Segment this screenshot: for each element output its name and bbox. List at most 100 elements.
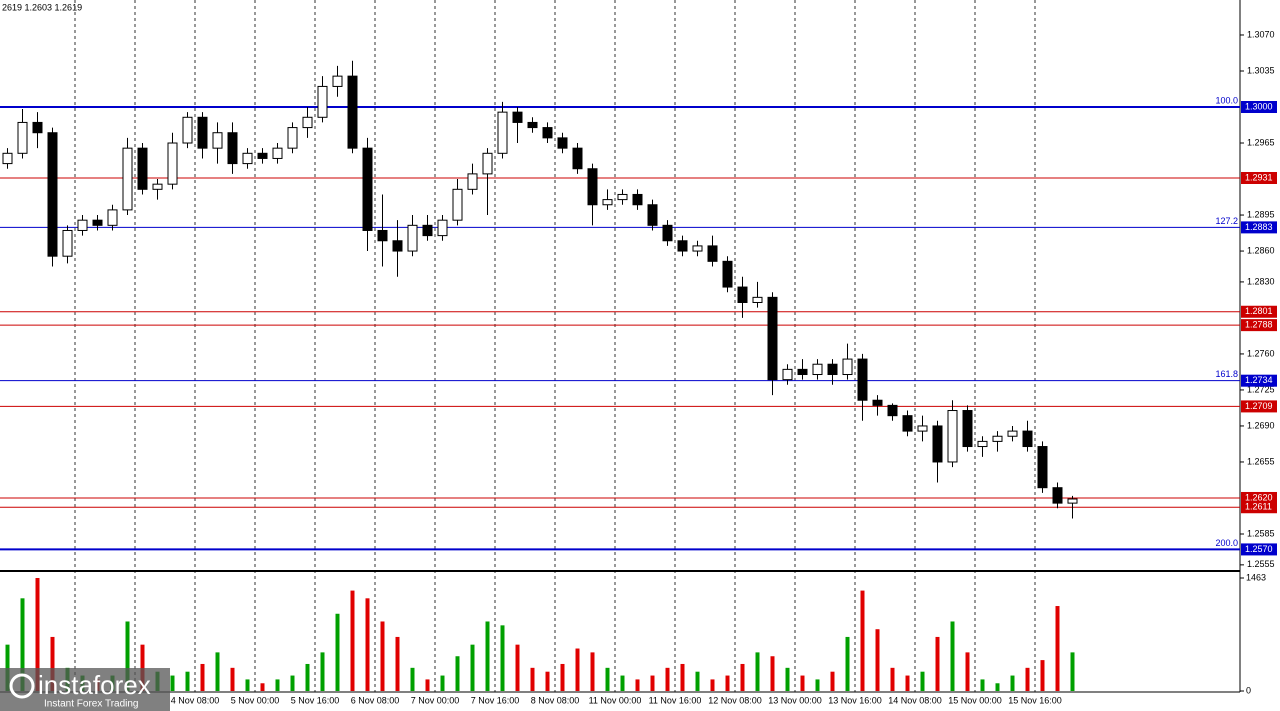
candle-body xyxy=(902,415,913,432)
candle-body xyxy=(1037,446,1048,489)
candle-body xyxy=(122,147,133,211)
y-tick-label: 1.2555 xyxy=(1247,559,1275,569)
candle-body xyxy=(152,183,163,190)
level-price-label: 1.3000 xyxy=(1245,101,1273,111)
volume-bar xyxy=(470,644,475,691)
volume-bar xyxy=(950,621,955,691)
x-tick-label: 14 Nov 08:00 xyxy=(888,695,942,705)
candle-body xyxy=(287,127,298,149)
logo-tagline: Instant Forex Trading xyxy=(44,699,139,710)
candle-body xyxy=(722,260,733,288)
volume-bar xyxy=(770,656,775,691)
volume-bar xyxy=(710,679,715,691)
x-tick-label: 11 Nov 00:00 xyxy=(589,695,642,705)
candle-body xyxy=(167,142,178,185)
volume-bar xyxy=(665,667,670,691)
candle-body xyxy=(362,147,373,231)
volume-bar xyxy=(785,667,790,691)
candle-body xyxy=(227,132,238,165)
candle-body xyxy=(752,296,763,303)
candle-body xyxy=(32,121,43,134)
volume-bar xyxy=(245,679,250,691)
logo: instaforex Instant Forex Trading xyxy=(0,668,170,711)
volume-bar xyxy=(275,679,280,691)
level-price-label: 1.2883 xyxy=(1245,222,1273,232)
volume-bar xyxy=(335,613,340,691)
y-tick-label: 1.3070 xyxy=(1247,29,1275,39)
volume-bar xyxy=(935,636,940,691)
candle-body xyxy=(332,75,343,87)
volume-bar xyxy=(920,671,925,691)
volume-bar xyxy=(320,652,325,691)
candle-body xyxy=(92,219,103,226)
x-tick-label: 13 Nov 00:00 xyxy=(768,695,822,705)
x-tick-label: 11 Nov 16:00 xyxy=(649,695,702,705)
y-tick-label: 1.3035 xyxy=(1247,65,1275,75)
volume-bar xyxy=(215,652,220,691)
candle-body xyxy=(737,286,748,303)
volume-bar xyxy=(185,671,190,691)
candle-body xyxy=(47,132,58,257)
x-tick-label: 5 Nov 00:00 xyxy=(231,695,280,705)
candle-body xyxy=(947,410,958,463)
volume-tick-label: 0 xyxy=(1246,685,1251,695)
candle-body xyxy=(782,368,793,381)
volume-bar xyxy=(125,621,130,691)
volume-bar xyxy=(890,667,895,691)
candle-body xyxy=(1067,498,1078,504)
candle-body xyxy=(842,358,853,376)
candle-body xyxy=(527,121,538,129)
volume-bar xyxy=(290,675,295,691)
candle-body xyxy=(182,116,193,144)
candle-body xyxy=(197,116,208,149)
volume-bar xyxy=(530,667,535,691)
candle-body xyxy=(77,219,88,231)
logo-background xyxy=(0,668,170,711)
volume-bar xyxy=(350,590,355,691)
candle-body xyxy=(647,204,658,226)
volume-bar xyxy=(590,652,595,691)
candle-body xyxy=(482,152,493,175)
volume-bar xyxy=(410,667,415,691)
candle-body xyxy=(1022,430,1033,448)
volume-bar xyxy=(305,663,310,691)
x-tick-label: 5 Nov 16:00 xyxy=(291,695,340,705)
candle-body xyxy=(632,193,643,206)
level-price-box xyxy=(1241,101,1277,114)
candle-body xyxy=(602,199,613,206)
level-price-box xyxy=(1241,491,1277,504)
candle-body xyxy=(992,435,1003,442)
volume-bar xyxy=(5,644,10,691)
candle-body xyxy=(932,425,943,463)
x-tick-label: 8 Nov 08:00 xyxy=(531,695,580,705)
volume-bar xyxy=(440,675,445,691)
candle-body xyxy=(572,147,583,170)
level-price-box xyxy=(1241,501,1277,514)
volume-bar xyxy=(515,644,520,691)
level-price-label: 1.2931 xyxy=(1245,172,1273,182)
volume-bar xyxy=(605,667,610,691)
y-tick-label: 1.2725 xyxy=(1247,384,1275,394)
candle-body xyxy=(107,209,118,226)
x-tick-label: 4 Nov 08:00 xyxy=(171,695,220,705)
level-price-box xyxy=(1241,543,1277,556)
candle-body xyxy=(377,229,388,242)
candle-body xyxy=(437,219,448,237)
level-price-label: 1.2620 xyxy=(1245,492,1273,502)
volume-bar xyxy=(230,667,235,691)
x-tick-label: 12 Nov 08:00 xyxy=(708,695,762,705)
candle-body xyxy=(677,240,688,252)
x-tick-label: 13 Nov 16:00 xyxy=(828,695,882,705)
candle-body xyxy=(2,152,13,165)
candle-body xyxy=(62,229,73,257)
candle-body xyxy=(617,193,628,201)
candle-body xyxy=(302,116,313,129)
y-tick-label: 1.2830 xyxy=(1247,276,1275,286)
volume-bar xyxy=(980,679,985,691)
candle-body xyxy=(977,440,988,448)
candle-body xyxy=(692,245,703,252)
candle-body xyxy=(137,147,148,190)
volume-bar xyxy=(1070,652,1075,691)
y-tick-label: 1.2585 xyxy=(1247,528,1275,538)
candle-body xyxy=(962,410,973,448)
